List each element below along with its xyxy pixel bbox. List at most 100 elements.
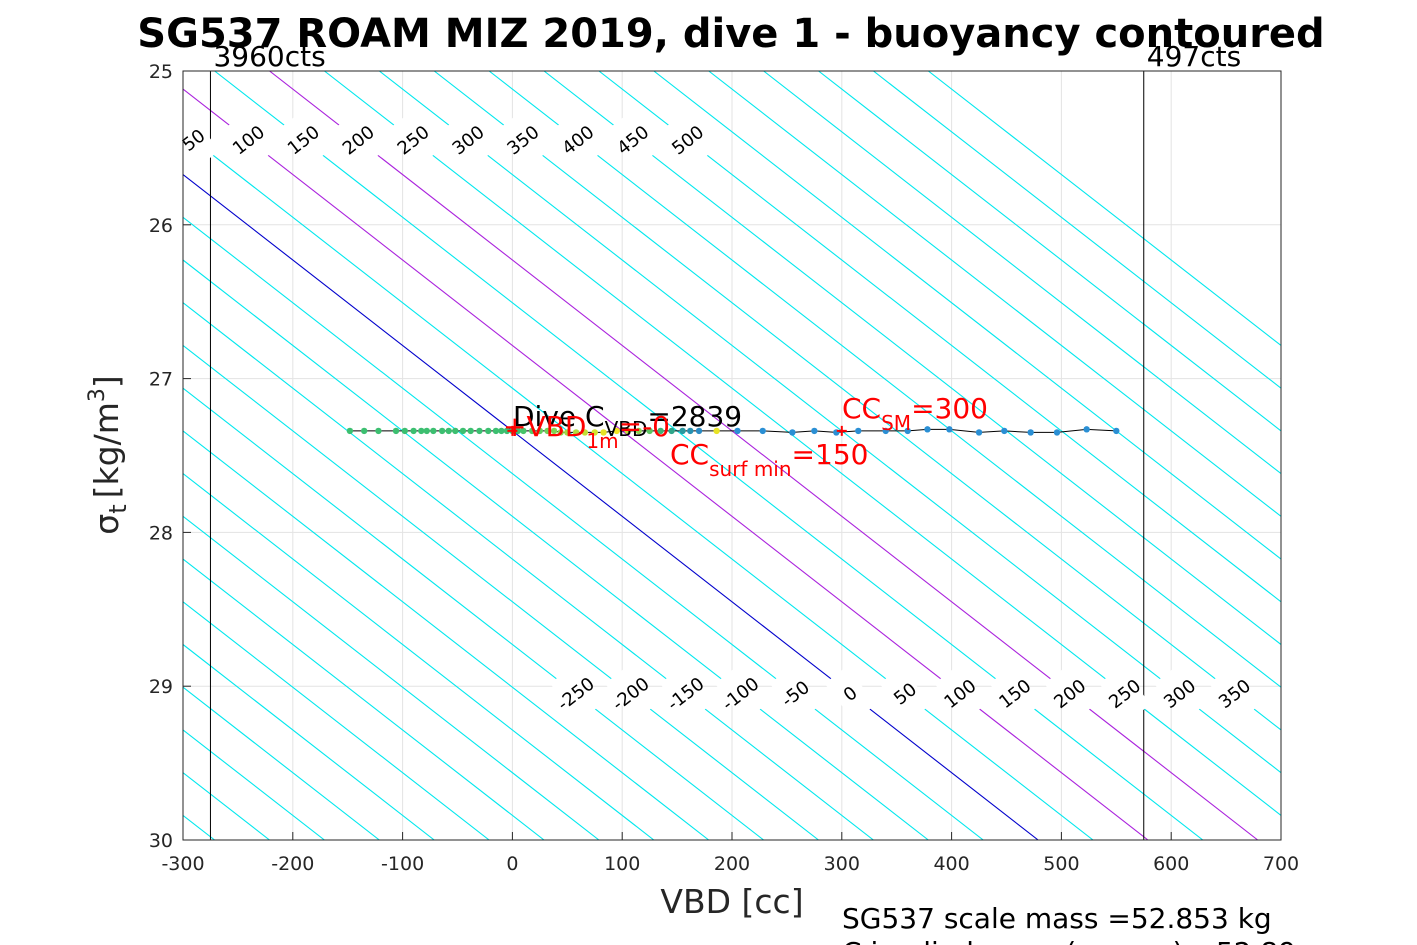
data-point: [410, 427, 417, 435]
data-point: [613, 427, 620, 435]
data-point: [904, 427, 911, 435]
y-axis-ticks: 25 26 27 28 29 30: [149, 61, 191, 852]
data-point: [520, 427, 527, 435]
contour-label-bg: [769, 666, 822, 722]
vbd-limit-label: 497cts: [1147, 40, 1241, 73]
contour-line: [598, 71, 1281, 603]
x-tick-label: -200: [271, 853, 314, 875]
y-tick-label: 27: [149, 369, 173, 391]
annotations: Dive CVBD=2839 +VBD1m=-0 CCSM=300 CCsurf…: [503, 392, 988, 481]
contour-line: [183, 430, 710, 840]
x-axis-label: VBD [cc]: [660, 882, 803, 921]
data-point: [544, 427, 551, 435]
x-tick-label: 0: [506, 853, 518, 875]
series-line: [349, 428, 1117, 433]
plus-marker: [836, 425, 847, 436]
data-point: [360, 427, 368, 435]
x-tick-label: 200: [714, 853, 750, 875]
contour-line: [183, 387, 764, 840]
contour-line: [818, 71, 1281, 432]
contour-line: [763, 71, 1281, 475]
x-tick-label: 700: [1263, 853, 1299, 875]
data-point: [581, 429, 589, 436]
x-tick-label: -100: [381, 853, 424, 875]
data-point: [503, 427, 511, 435]
contour-line: [183, 515, 600, 840]
contour-label-bg: [497, 112, 549, 168]
contour-label-bg: [1208, 666, 1261, 722]
data-point: [430, 427, 437, 435]
dive-c-annotation: Dive CVBD=2839: [513, 400, 742, 441]
contour-line: [183, 259, 929, 840]
data-point: [591, 429, 598, 436]
contour-label-bg: [1153, 666, 1206, 722]
data-point: [924, 426, 931, 433]
y-tick-label: 30: [149, 830, 173, 852]
implied-mass-text: C implied mass (approx) =52.89: [842, 936, 1296, 945]
scale-mass-text: SG537 scale mass =52.853 kg: [842, 902, 1272, 935]
x-tick-label: 300: [824, 853, 860, 875]
data-point: [1053, 429, 1061, 436]
plus-markers: [507, 425, 847, 436]
contour-line: [183, 686, 380, 840]
vbd-limit-lines: [209, 71, 1145, 840]
data-point: [467, 427, 474, 435]
vbd-limit-label: 3960cts: [213, 40, 325, 73]
contour-line: [183, 601, 490, 840]
data-point: [668, 427, 675, 435]
x-tick-label: 400: [933, 853, 969, 875]
y-tick-label: 29: [149, 676, 173, 698]
data-point: [657, 427, 664, 435]
data-point: [646, 427, 653, 435]
contour-line: [433, 71, 1281, 731]
data-point: [811, 427, 818, 435]
x-tick-label: -300: [161, 853, 204, 875]
data-point: [759, 427, 766, 435]
contour-line: [378, 71, 1281, 774]
contour-line: [183, 472, 655, 840]
data-point: [882, 427, 889, 435]
contour-line: [183, 131, 1094, 840]
contour-label-bg: [604, 666, 657, 722]
data-point: [695, 427, 703, 435]
data-point: [459, 427, 467, 435]
x-tick-label: 500: [1043, 853, 1079, 875]
contour-label-bg: [659, 666, 712, 722]
contour-line: [0, 71, 160, 840]
data-point: [635, 427, 642, 435]
data-point: [975, 429, 983, 436]
contour-line: [183, 643, 435, 840]
x-tick-label: 600: [1153, 853, 1189, 875]
contour-label-bg: [824, 666, 877, 722]
contour-line: [488, 71, 1281, 688]
data-point: [445, 427, 452, 435]
data-point: [572, 429, 580, 436]
y-tick-label: 28: [149, 522, 173, 544]
contour-label-bg: [387, 112, 440, 168]
data-point: [492, 427, 500, 435]
chart-title: SG537 ROAM MIZ 2019, dive 1 - buoyancy c…: [137, 11, 1324, 57]
contour-label-bg: [1099, 666, 1151, 722]
contour-lines: [0, 71, 1281, 840]
contour-label-bg: [167, 112, 220, 168]
data-point: [346, 427, 354, 435]
contour-label-bg: [550, 666, 602, 722]
data-point: [855, 427, 862, 435]
y-tick-label: 26: [149, 215, 173, 237]
data-point: [946, 426, 953, 433]
contour-line: [183, 173, 1039, 840]
data-point: [375, 427, 382, 435]
data-point: [679, 427, 686, 435]
contour-label-bg: [714, 666, 767, 722]
contour-line: [873, 71, 1281, 389]
data-point: [1001, 427, 1008, 435]
data-point: [536, 427, 544, 435]
data-point: [452, 427, 459, 435]
y-axis-label: σt[kg/m3]: [85, 375, 132, 534]
contour-line: [183, 88, 1149, 840]
y-tick-label: 25: [149, 61, 173, 83]
data-point: [1113, 427, 1120, 435]
data-point: [476, 427, 483, 435]
contour-label-bg: [332, 112, 385, 168]
